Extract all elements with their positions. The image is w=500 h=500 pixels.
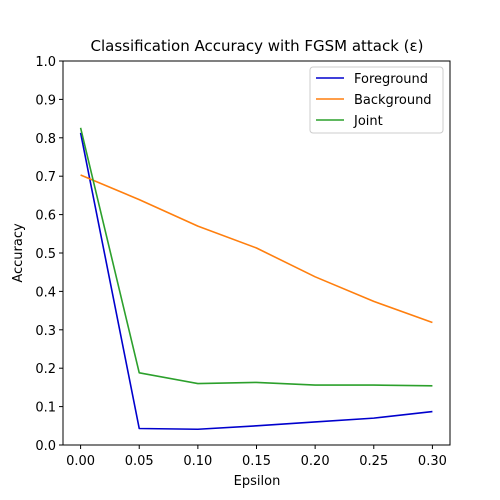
x-tick-label: 0.25	[359, 454, 388, 469]
y-tick-label: 1.0	[35, 55, 56, 70]
y-tick-label: 0.3	[35, 324, 56, 339]
series-lines	[79, 127, 433, 431]
y-tick-label: 0.6	[35, 209, 56, 224]
legend-label-background: Background	[354, 93, 432, 108]
y-tick-label: 0.0	[35, 439, 56, 454]
legend: Foreground Background Joint	[309, 66, 444, 134]
x-axis: 0.00 0.05 0.10 0.15 0.20 0.25 0.30	[66, 445, 447, 469]
series-line-foreground	[79, 132, 433, 431]
legend-label-joint: Joint	[353, 114, 383, 129]
x-tick-label: 0.00	[66, 454, 95, 469]
y-tick-label: 0.9	[35, 93, 56, 108]
series-line-joint	[79, 127, 433, 387]
y-axis: 0.0 0.1 0.2 0.3 0.4 0.5 0.6 0.7 0.8 0.9 1.0	[35, 55, 63, 454]
y-tick-label: 0.5	[35, 247, 56, 262]
chart-title: Classification Accuracy with FGSM attack…	[90, 37, 423, 55]
x-tick-label: 0.20	[301, 454, 330, 469]
legend-label-foreground: Foreground	[354, 72, 428, 87]
legend-box	[309, 66, 444, 134]
plot-frame	[62, 60, 451, 446]
y-tick-label: 0.7	[35, 170, 56, 185]
x-tick-label: 0.15	[242, 454, 271, 469]
y-tick-label: 0.2	[35, 362, 56, 377]
series-line-background	[80, 174, 433, 324]
y-axis-title: Accuracy	[11, 223, 26, 283]
y-tick-label: 0.8	[35, 132, 56, 147]
y-tick-label: 0.4	[35, 285, 56, 300]
x-tick-label: 0.10	[183, 454, 212, 469]
x-tick-label: 0.05	[125, 454, 154, 469]
x-axis-title: Epsilon	[234, 474, 281, 489]
y-tick-label: 0.1	[35, 401, 56, 416]
x-tick-label: 0.30	[418, 454, 447, 469]
